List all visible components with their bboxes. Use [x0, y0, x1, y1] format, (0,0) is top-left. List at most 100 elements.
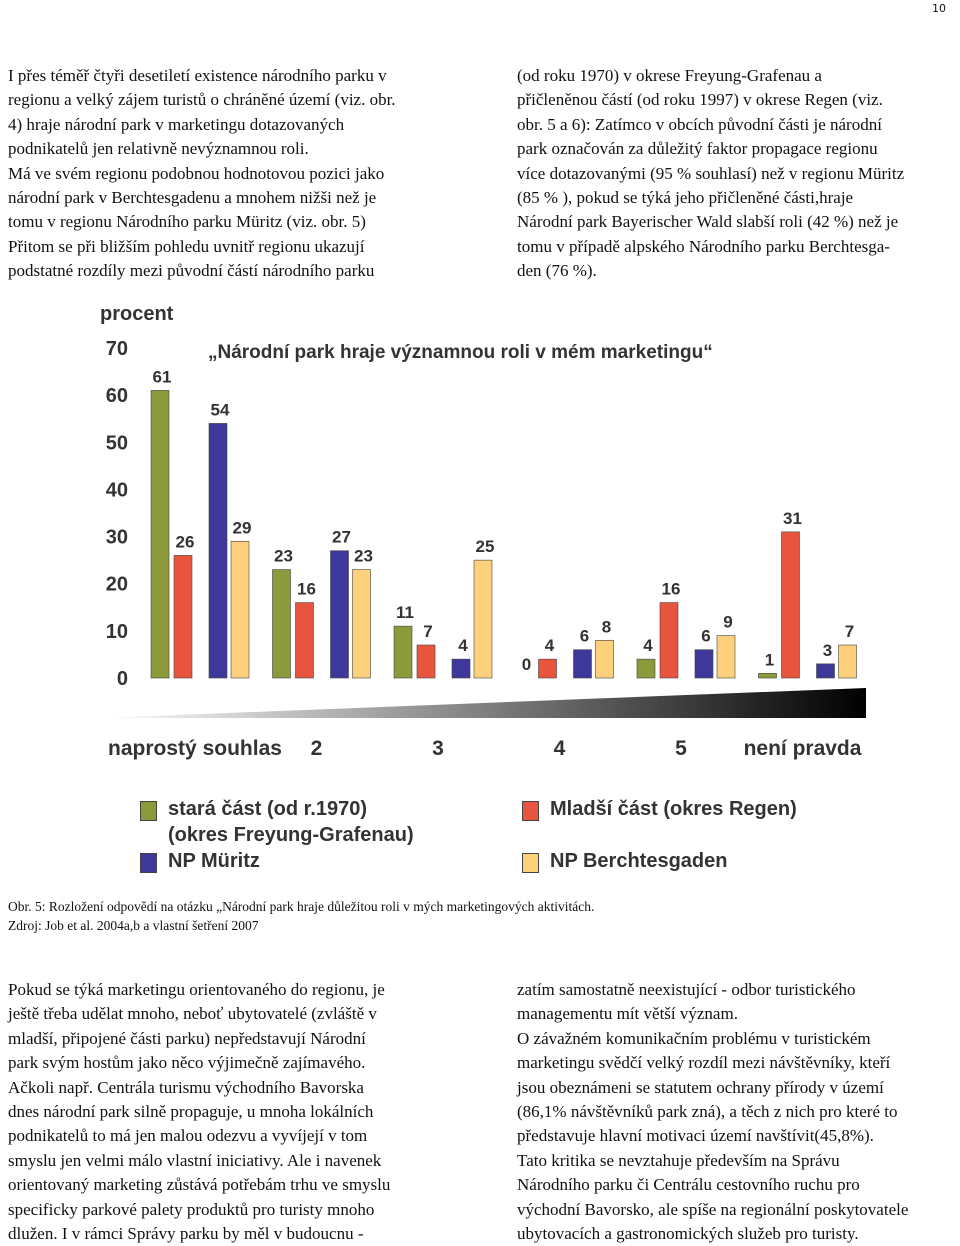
text-line: (85 % ), pokud se týká jeho přičleněné č… [517, 188, 854, 208]
column: I přes téměř čtyři desetiletí existence … [8, 64, 396, 284]
text-line: Národní park Bayerischer Wald slabší rol… [517, 212, 899, 232]
text-line: východní Bavorsko, ale spíše na regionál… [517, 1199, 909, 1219]
text-line: managementu mít větší význam. [517, 1004, 738, 1024]
x-tick-label: 3 [432, 737, 444, 760]
value-label: 23 [354, 547, 373, 566]
text-line: podnikatelů jen relativně nevýznamnou ro… [8, 139, 309, 159]
value-label: 1 [765, 650, 774, 669]
value-label: 4 [458, 636, 468, 655]
bar [694, 649, 714, 679]
value-label: 27 [332, 528, 351, 547]
y-tick-label: 70 [106, 338, 128, 360]
legend-label: stará část (od r.1970) (okres Freyung-Gr… [168, 798, 414, 846]
text-line: Tato kritika se nevztahuje především na … [517, 1150, 840, 1170]
bar [230, 540, 250, 679]
value-label: 3 [823, 641, 832, 660]
value-label: 25 [476, 537, 495, 556]
text-line: více dotazovanými (95 % souhlasí) než v … [517, 163, 905, 183]
text-line: podstatné rozdíly mezi původní částí nár… [8, 261, 375, 281]
chart-title: „Národní park hraje významnou roli v mém… [208, 342, 713, 363]
text-line: jsou obeznámeni se statutem ochrany přír… [517, 1077, 884, 1097]
chart: procent „Národní park hraje významnou ro… [0, 300, 960, 890]
x-tick-label: naprostý souhlas [108, 737, 282, 760]
value-label: 26 [176, 532, 195, 551]
bar [716, 635, 736, 679]
y-tick-label: 50 [106, 432, 128, 454]
column: (od roku 1970) v okrese Freyung-Grafenau… [517, 64, 904, 284]
text-line: přičleněnou částí (od roku 1997) v okres… [517, 90, 883, 110]
text-line: I přes téměř čtyři desetiletí existence … [8, 66, 387, 85]
bar [173, 555, 193, 679]
text-line: Má ve svém regionu podobnou hodnotovou p… [8, 163, 385, 183]
value-label: 11 [396, 603, 414, 622]
legend-label: NP Berchtesgaden [550, 850, 728, 872]
bar [595, 639, 614, 679]
bar [352, 569, 371, 679]
value-label: 23 [274, 547, 293, 566]
text-line: Ačkoli např. Centrála turismu východního… [8, 1077, 364, 1097]
value-label: 16 [662, 580, 681, 599]
page-number: 10 [932, 2, 946, 15]
bar [538, 658, 557, 679]
x-tick-label: není pravda [744, 737, 862, 760]
value-label: 7 [423, 622, 432, 641]
column: zatím samostatně neexistující - odbor tu… [517, 978, 908, 1246]
text-line: Pokud se týká marketingu orientovaného d… [8, 980, 385, 999]
legend-swatch [140, 801, 157, 821]
value-label: 61 [153, 367, 172, 386]
text-line: smyslu jen velmi málo vlastní iniciativy… [8, 1150, 382, 1170]
text-line: tomu v regionu Národního parku Müritz (v… [8, 212, 366, 232]
text-line: O závažném komunikačním problému v turis… [517, 1028, 871, 1048]
text-line: Obr. 5: Rozložení odpovědí na otázku „Ná… [8, 899, 595, 914]
bar [330, 550, 349, 679]
text-line: den (76 %). [517, 261, 597, 281]
value-label: 8 [602, 617, 611, 636]
y-axis-label: procent [100, 303, 174, 325]
text-line: park označován za důležitý faktor propag… [517, 139, 878, 159]
x-tick-label: 2 [311, 737, 323, 760]
text-line: Přitom se při bližším pohledu uvnitř reg… [8, 236, 365, 256]
text-line: národní park v Berchtesgadenu a mnohem n… [8, 188, 377, 208]
text-line: představuje hlavní motivaci území navští… [517, 1126, 874, 1146]
text-line: dnes národní park silně propaguje, u mno… [8, 1102, 374, 1122]
legend-swatch [522, 853, 539, 873]
value-label: 16 [297, 580, 316, 599]
value-label: 6 [701, 627, 710, 646]
text-line: ještě třeba udělat mnoho, neboť ubytovat… [8, 1004, 377, 1024]
legend-label: Mladší část (okres Regen) [550, 798, 797, 820]
bar [295, 602, 314, 679]
text-line: marketingu svědčí velký rozdíl mezi návš… [517, 1053, 891, 1073]
text-line: 4) hraje národní park v marketingu dotaz… [8, 114, 345, 134]
text-line: specificky parkové palety produktů pro t… [8, 1199, 375, 1219]
value-label: 31 [783, 509, 802, 528]
text-line: orientovaný marketing zůstává potřebám t… [8, 1175, 391, 1195]
bar [758, 672, 777, 679]
value-label: 9 [723, 613, 732, 632]
bar [393, 625, 413, 679]
bar [816, 663, 835, 679]
text-line: ubytovacích a gastronomických služeb pro… [517, 1224, 859, 1244]
bar [150, 390, 170, 679]
value-label: 4 [643, 636, 653, 655]
text-line: obr. 5 a 6): Zatímco v obcích původní čá… [517, 114, 882, 134]
text-line: park svým hostům jako něco výjimečně zaj… [8, 1053, 366, 1073]
y-tick-label: 10 [106, 621, 128, 643]
bar [416, 644, 436, 679]
y-tick-label: 30 [106, 527, 128, 549]
text-line: Zdroj: Job et al. 2004a,b a vlastní šetř… [8, 918, 259, 933]
value-label: 4 [545, 636, 555, 655]
value-label: 29 [233, 518, 252, 537]
text-line: zatím samostatně neexistující - odbor tu… [517, 980, 856, 999]
value-label: 7 [845, 622, 854, 641]
column: Pokud se týká marketingu orientovaného d… [8, 978, 390, 1246]
bar [451, 658, 471, 679]
text-line: dlužen. I v rámci Správy parku by měl v … [8, 1224, 364, 1244]
text-line: (86,1% návštěvníků park zná), a těch z n… [517, 1102, 898, 1122]
y-tick-label: 20 [106, 574, 128, 596]
bar [573, 649, 592, 679]
text-line: Národního parku či Centrálu cestovního r… [517, 1175, 860, 1195]
bar [781, 531, 800, 679]
text-line: tomu v případě alpského Národního parku … [517, 236, 890, 256]
y-tick-label: 40 [106, 479, 128, 501]
